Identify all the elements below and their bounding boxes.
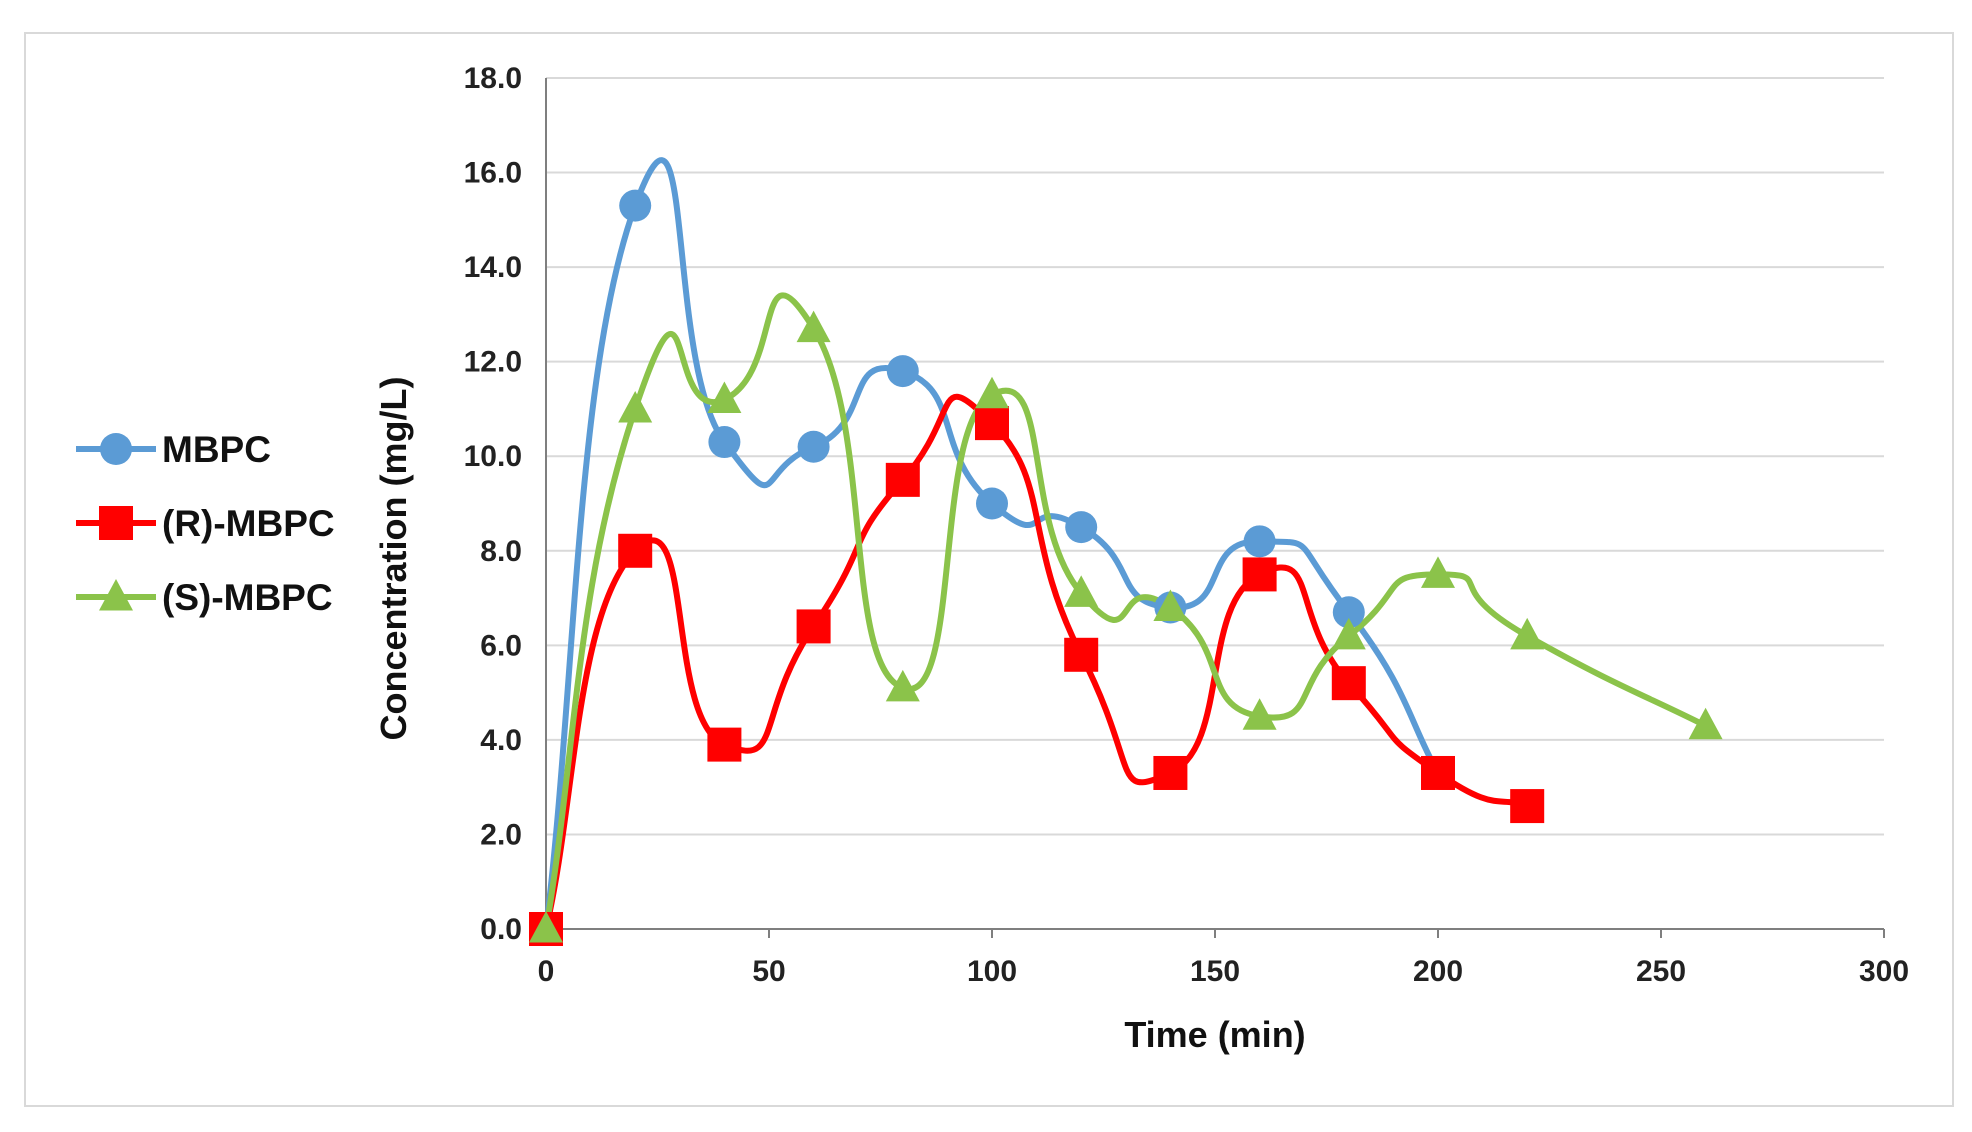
data-point-2 <box>1688 707 1723 740</box>
y-tick-label: 6.0 <box>480 629 522 662</box>
data-point-2 <box>1153 589 1188 622</box>
chart-frame: 0.0 2.0 4.0 6.0 8.0 10.0 12.0 14.0 16.0 18.0 0 50 10… <box>24 32 1954 1107</box>
legend-swatch-marker <box>99 579 133 611</box>
data-point-1 <box>1064 637 1099 672</box>
x-tick-label: 0 <box>538 955 555 988</box>
data-point-0 <box>886 355 919 388</box>
series-line-0 <box>543 157 1441 932</box>
y-tick-label: 10.0 <box>464 440 522 473</box>
data-point-0 <box>976 487 1008 520</box>
series-line-1 <box>543 393 1531 932</box>
legend-label: (S)-MBPC <box>162 577 333 618</box>
gridlines <box>546 77 1884 836</box>
y-tick-label: 4.0 <box>480 724 522 757</box>
x-tick-label: 150 <box>1190 955 1240 988</box>
data-point-2 <box>707 381 742 413</box>
y-tick-label: 8.0 <box>480 535 522 568</box>
x-tick-label: 50 <box>752 955 785 988</box>
data-point-0 <box>797 430 830 463</box>
series-line-2 <box>543 292 1709 932</box>
data-point-2 <box>618 390 653 423</box>
x-tick-label: 250 <box>1636 955 1686 988</box>
data-point-2 <box>1421 556 1455 588</box>
data-point-0 <box>708 426 741 459</box>
data-point-2 <box>1064 575 1099 607</box>
data-point-1 <box>1421 755 1455 790</box>
x-tick-label: 300 <box>1859 955 1909 988</box>
data-point-0 <box>1065 511 1098 544</box>
x-tick-label: 100 <box>967 955 1017 988</box>
data-point-2 <box>1242 698 1277 730</box>
line-chart: 0.0 2.0 4.0 6.0 8.0 10.0 12.0 14.0 16.0 18.0 0 50 10… <box>76 62 1909 1055</box>
y-tick-label: 18.0 <box>464 62 522 95</box>
data-point-2 <box>1331 617 1366 650</box>
axes: 0.0 2.0 4.0 6.0 8.0 10.0 12.0 14.0 16.0 18.0 0 50 10… <box>464 62 1909 988</box>
data-point-0 <box>619 189 652 222</box>
data-point-2 <box>975 376 1009 409</box>
data-point-0 <box>1243 525 1276 558</box>
legend: MBPC (R)-MBPC (S)-MBPC <box>76 429 335 618</box>
data-point-1 <box>1510 789 1545 824</box>
data-point-1 <box>796 609 831 644</box>
y-tick-label: 12.0 <box>464 346 522 379</box>
legend-label: MBPC <box>162 429 271 470</box>
data-point-2 <box>1510 617 1545 650</box>
data-point-2 <box>529 911 563 943</box>
x-axis-title: Time (min) <box>1124 1014 1305 1055</box>
data-point-2 <box>885 669 920 702</box>
y-tick-label: 2.0 <box>480 818 522 851</box>
data-point-0 <box>1332 596 1365 629</box>
data-point-1 <box>707 727 742 762</box>
data-point-2 <box>796 310 831 343</box>
data-point-1 <box>1242 557 1277 592</box>
y-tick-label: 0.0 <box>480 913 522 946</box>
legend-swatch-marker <box>100 433 132 465</box>
data-point-1 <box>885 462 920 497</box>
y-tick-label: 14.0 <box>464 251 522 284</box>
x-tick-label: 200 <box>1413 955 1463 988</box>
data-point-1 <box>975 406 1009 441</box>
legend-label: (R)-MBPC <box>162 503 335 544</box>
data-point-1 <box>1331 666 1366 701</box>
data-point-1 <box>1153 755 1188 790</box>
y-tick-label: 16.0 <box>464 157 522 190</box>
legend-swatch-marker <box>99 506 133 540</box>
series-markers <box>529 189 1723 946</box>
data-point-1 <box>618 533 653 568</box>
y-axis-title: Concentration (mg/L) <box>373 377 414 741</box>
